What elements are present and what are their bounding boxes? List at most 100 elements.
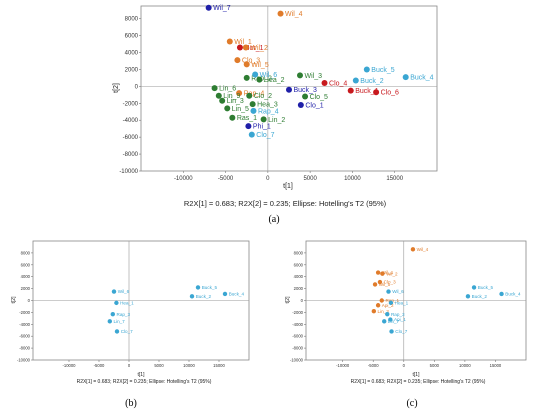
data-point xyxy=(296,72,303,79)
y-tick-label: -2000 xyxy=(19,310,30,315)
point-label: Buck_2 xyxy=(196,294,212,299)
point-label: Clo_5 xyxy=(310,94,328,101)
point-label: Wil_4 xyxy=(285,11,303,18)
point-label: Lin_2 xyxy=(268,117,285,124)
point-label: Rap_3 xyxy=(391,312,405,317)
data-point xyxy=(499,291,504,297)
y-tick-label: 0 xyxy=(28,298,31,303)
y-tick-label: 6000 xyxy=(294,262,304,267)
data-point xyxy=(246,92,253,99)
x-tick-label: 15000 xyxy=(386,176,403,182)
data-point xyxy=(245,123,252,130)
point-label: Buck_5 xyxy=(371,67,394,74)
caption-c: R2X[1] = 0.683; R2X[2] = 0.235; Ellipse:… xyxy=(351,379,486,385)
x-tick-label: -10000 xyxy=(62,363,76,368)
x-tick-label: -5000 xyxy=(368,363,379,368)
point-label: Clo_3 xyxy=(384,280,396,285)
data-point xyxy=(375,270,381,275)
x-axis-title: t[1] xyxy=(283,183,293,190)
point-label: Wil_3 xyxy=(304,73,322,80)
y-tick-label: 6000 xyxy=(21,262,31,267)
point-label: Buck_4 xyxy=(410,74,433,81)
x-tick-label: 0 xyxy=(128,363,131,368)
point-label: Lin_7 xyxy=(388,319,400,324)
data-point xyxy=(465,294,471,299)
data-point xyxy=(248,131,255,138)
point-label: Buck_4 xyxy=(229,292,245,297)
data-point xyxy=(410,247,416,252)
y-tick-label: -8000 xyxy=(123,152,139,158)
data-point xyxy=(219,97,226,104)
data-point xyxy=(243,74,250,81)
data-point xyxy=(388,300,394,306)
point-label: Clo_7 xyxy=(256,132,274,139)
point-label: Lin_3 xyxy=(227,98,244,105)
data-point xyxy=(111,289,117,294)
data-point xyxy=(107,319,113,324)
x-tick-label: 5000 xyxy=(154,363,164,368)
y-axis-title: t[2] xyxy=(11,296,17,304)
x-tick-label: 10000 xyxy=(344,176,361,182)
data-point xyxy=(234,57,241,64)
y-tick-label: -6000 xyxy=(292,334,303,339)
point-label: Hea_1 xyxy=(120,300,134,305)
scatter-plot-b: -10000 -5000 0 5000 10000 15000 -10000 -8000 -60… xyxy=(11,240,250,378)
data-point xyxy=(321,80,328,86)
x-tick-label: 10000 xyxy=(183,363,195,368)
point-label: Clo_4 xyxy=(329,80,347,87)
data-point xyxy=(471,285,477,290)
data-point xyxy=(286,86,292,93)
y-tick-label: 4000 xyxy=(21,274,31,279)
data-point xyxy=(226,38,233,45)
data-point xyxy=(389,329,394,334)
y-tick-label: -10000 xyxy=(290,358,304,363)
data-point xyxy=(252,71,259,78)
data-point xyxy=(229,114,236,121)
point-label: Buck_5 xyxy=(202,285,218,290)
point-label: Clo_7 xyxy=(121,329,133,334)
point-label: Wil_2 xyxy=(386,271,398,276)
data-point xyxy=(402,74,409,81)
point-label: Buck_4 xyxy=(505,292,521,297)
data-point xyxy=(114,329,120,334)
point-label: Hor_1 xyxy=(244,45,263,52)
data-point xyxy=(373,89,380,96)
point-label: Hea_1 xyxy=(395,300,409,305)
point-label: Rap_3 xyxy=(117,312,131,317)
data-point xyxy=(189,294,195,299)
y-tick-label: -10000 xyxy=(119,169,138,175)
x-tick-label: -5000 xyxy=(94,363,105,368)
y-tick-label: 8000 xyxy=(294,250,304,255)
data-point xyxy=(388,317,393,322)
data-point xyxy=(302,93,309,100)
x-axis-title: t[1] xyxy=(413,372,421,378)
data-point xyxy=(222,291,228,297)
point-label: Rap_4 xyxy=(244,91,265,98)
y-tick-label: -6000 xyxy=(123,135,139,141)
point-label: Buck_2 xyxy=(472,294,488,299)
x-tick-label: -10000 xyxy=(174,176,193,182)
data-point xyxy=(211,85,218,92)
scatter-plot-a: -10000 -5000 0 5000 10000 15000 -10000 -8000 -60… xyxy=(113,4,438,190)
point-label: Wil_1 xyxy=(382,270,394,275)
point-label: Clo_7 xyxy=(395,329,407,334)
data-point xyxy=(377,279,383,285)
x-tick-label: 0 xyxy=(266,176,270,182)
data-point xyxy=(114,300,119,306)
data-point xyxy=(250,107,257,114)
data-point xyxy=(375,303,381,308)
x-tick-label: 15000 xyxy=(490,363,502,368)
point-label: Wil_5 xyxy=(379,282,391,287)
y-tick-label: -10000 xyxy=(17,358,31,363)
y-tick-label: 2000 xyxy=(125,67,139,73)
caption-a: R2X[1] = 0.683; R2X[2] = 0.235; Ellipse:… xyxy=(184,199,387,208)
point-label: Api_1 xyxy=(394,317,406,322)
y-tick-label: 4000 xyxy=(125,51,139,57)
data-point xyxy=(110,311,116,317)
y-tick-label: -8000 xyxy=(292,346,303,351)
y-axis-title: t[2] xyxy=(285,296,291,304)
x-tick-label: -10000 xyxy=(336,363,350,368)
y-tick-label: 0 xyxy=(301,298,304,303)
data-point xyxy=(385,311,390,317)
point-label: Clo_2 xyxy=(254,93,272,100)
